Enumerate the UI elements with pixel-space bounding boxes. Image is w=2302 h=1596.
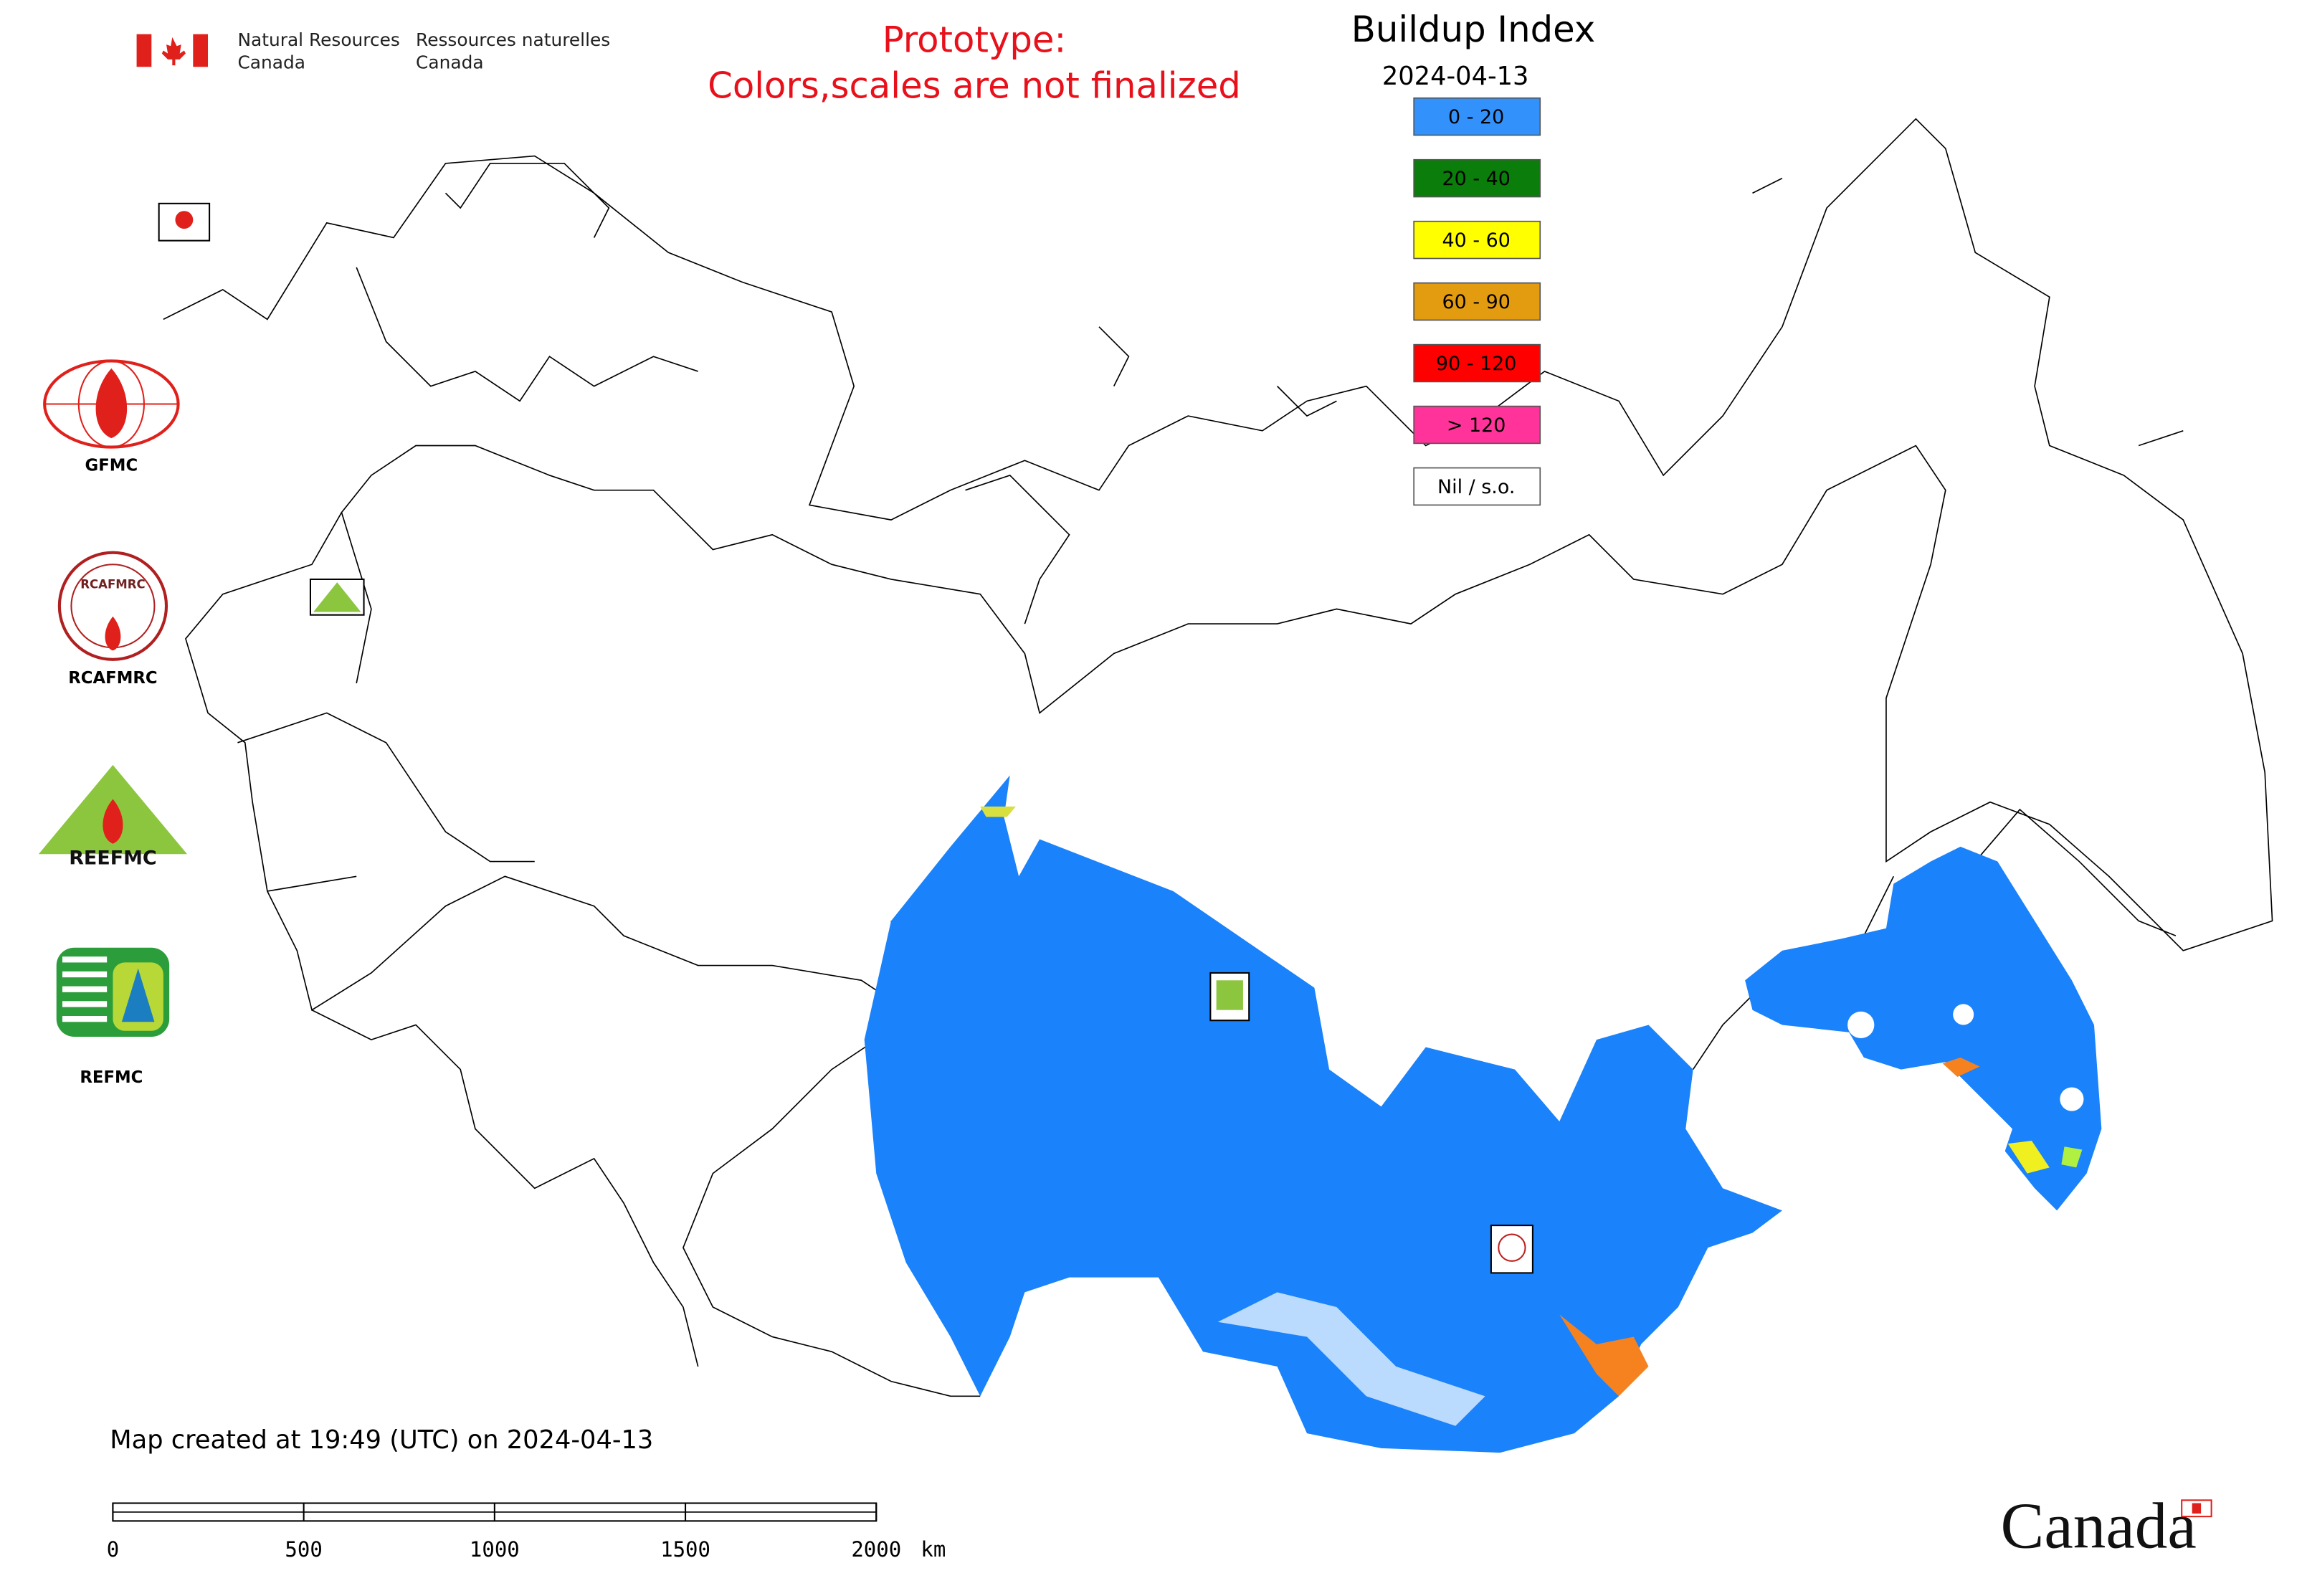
logo-caption: RCAFMRC	[68, 669, 157, 688]
prototype-notice: Prototype:	[883, 19, 1067, 61]
legend-swatch	[1413, 158, 1541, 198]
logo-text: RCAFMRC	[80, 577, 145, 591]
logo-caption: REFMC	[80, 1068, 143, 1087]
reefmc-logo	[38, 764, 188, 855]
scale-label: 1000	[470, 1537, 520, 1562]
marker-icon	[175, 211, 194, 229]
legend-swatch	[1413, 343, 1541, 383]
legend-swatch	[1413, 405, 1541, 445]
agency-en: Natural Resources	[237, 29, 399, 50]
scale-label: 1500	[660, 1537, 710, 1562]
rcafmrc-logo	[57, 551, 168, 661]
scale-label: 2000	[851, 1537, 901, 1562]
wordmark-flag	[2192, 1503, 2202, 1514]
index-region	[864, 775, 2102, 1453]
legend-label: 20 - 40	[1442, 168, 1511, 190]
prototype-notice: Colors,scales are not finalized	[708, 65, 1241, 107]
refmc-logo	[56, 947, 170, 1037]
logo-caption: REEFMC	[69, 847, 156, 870]
footer-note: Map created at 19:49 (UTC) on 2024-04-13	[110, 1425, 653, 1455]
legend-swatch	[1413, 467, 1541, 506]
wordmark: Canada	[2001, 1490, 2197, 1562]
gfmc-logo	[43, 359, 180, 449]
agency-fr: Canada	[416, 52, 484, 72]
agency-fr: Ressources naturelles	[416, 29, 610, 50]
marker-icon	[1216, 980, 1243, 1010]
marker-icon	[1498, 1233, 1526, 1262]
legend-label: 0 - 20	[1448, 106, 1504, 128]
legend-swatch	[1413, 97, 1541, 136]
legend-swatch	[1413, 220, 1541, 260]
logo-caption: GFMC	[85, 457, 138, 475]
legend-label: > 120	[1447, 414, 1506, 437]
legend-label: 90 - 120	[1436, 353, 1516, 375]
boundaries	[163, 118, 2273, 1397]
legend-title: Buildup Index	[1351, 9, 1595, 50]
marker	[1490, 1225, 1533, 1274]
marker-icon	[313, 582, 361, 612]
scale-label: 500	[285, 1537, 322, 1562]
legend-label: Nil / s.o.	[1437, 476, 1515, 498]
scale-label: 0	[107, 1537, 119, 1562]
canada-flag	[136, 34, 209, 67]
legend: 0 - 20 20 - 40 40 - 60 60 - 90 90 - 120 > 120…	[1413, 97, 1541, 506]
legend-label: 60 - 90	[1442, 291, 1511, 313]
legend-swatch	[1413, 282, 1541, 321]
scale-unit: km	[921, 1537, 946, 1562]
legend-date: 2024-04-13	[1382, 62, 1529, 91]
legend-label: 40 - 60	[1442, 229, 1511, 252]
agency-en: Canada	[237, 52, 305, 72]
scale-bar: 0 500 1000 1500 2000 km	[107, 1502, 946, 1562]
